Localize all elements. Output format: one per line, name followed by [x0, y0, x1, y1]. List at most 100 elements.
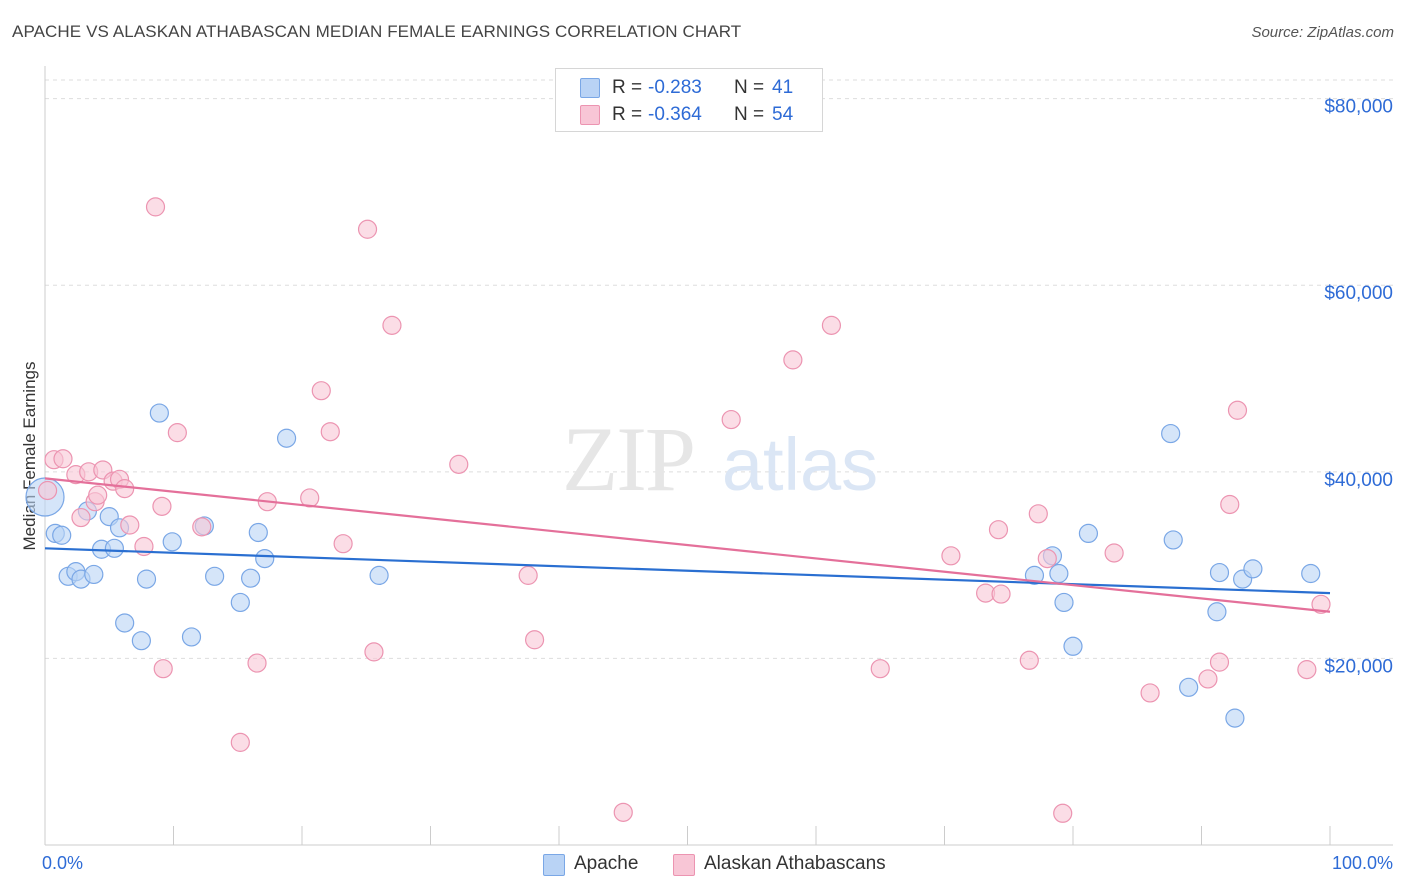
apache-point: [1209, 562, 1230, 583]
y-tick-label: $40,000: [1324, 470, 1393, 491]
apache-point: [136, 569, 157, 589]
legend-r-value: -0.283: [648, 77, 702, 98]
athabascan-point: [1220, 494, 1240, 515]
legend-r-label: R =: [612, 77, 643, 98]
athabascan-swatch: [580, 105, 600, 125]
athabascan-point: [382, 315, 402, 335]
athabascan-point: [1297, 660, 1317, 680]
apache-point: [230, 592, 250, 613]
athabascan-point: [941, 546, 961, 566]
apache-point: [115, 613, 135, 633]
legend-n-label: N =: [734, 104, 765, 125]
apache-point: [255, 548, 275, 569]
tick-labels: $20,000 $40,000 $60,000 $80,000 0.0% 100.0%: [42, 97, 1393, 873]
apache-point: [1161, 423, 1181, 444]
athabascan-point: [152, 496, 172, 516]
athabascan-point: [120, 515, 140, 535]
watermark-zip: ZIP: [562, 408, 694, 510]
athabascan-point: [1311, 594, 1331, 614]
athabascan-point: [449, 454, 469, 474]
athabascan-point: [821, 315, 842, 335]
apache-point: [369, 565, 389, 585]
apache-point: [181, 627, 202, 647]
x-tick-label: 100.0%: [1332, 853, 1393, 873]
athabascan-point: [1053, 803, 1073, 823]
athabascan-point: [192, 517, 212, 537]
athabascan-trend-line: [44, 477, 1331, 613]
athabascan-point: [311, 381, 331, 401]
athabascan-point: [870, 659, 890, 679]
apache-point: [84, 564, 104, 585]
apache-point: [1225, 708, 1245, 728]
axes: [44, 66, 1393, 846]
apache-legend-swatch: [543, 854, 565, 876]
apache-point: [1078, 523, 1099, 544]
athabascan-point: [1198, 669, 1218, 689]
legend-n-label: N =: [734, 77, 765, 98]
y-tick-label: $60,000: [1324, 283, 1393, 304]
legend-n-value: 41: [772, 77, 794, 98]
apache-point: [205, 566, 225, 586]
athabascan-point: [115, 479, 135, 499]
athabascan-point: [988, 520, 1009, 540]
athabascan-point: [71, 507, 91, 528]
athabascan-points: [37, 197, 1331, 823]
apache-point: [1163, 530, 1183, 550]
athabascan-point: [1037, 548, 1057, 569]
athabascan-point: [1140, 683, 1160, 703]
x-tick-label: 0.0%: [42, 853, 83, 873]
apache-points: [25, 403, 1321, 728]
y-tick-label: $80,000: [1324, 97, 1393, 118]
apache-point: [1243, 559, 1263, 579]
trend-lines: [44, 477, 1331, 613]
apache-swatch: [580, 78, 600, 98]
athabascan-point: [991, 584, 1011, 604]
athabascan-point: [88, 485, 108, 505]
apache-point: [1207, 602, 1227, 622]
athabascan-legend-label: Alaskan Athabascans: [704, 853, 886, 874]
athabascan-point: [1104, 543, 1124, 563]
athabascan-legend-swatch: [673, 854, 695, 876]
athabascan-point: [53, 449, 73, 469]
apache-point: [1049, 563, 1069, 584]
apache-point: [241, 568, 261, 588]
athabascan-point: [1227, 400, 1248, 420]
apache-point: [276, 428, 297, 448]
apache-point: [104, 538, 124, 558]
athabascan-point: [153, 659, 173, 679]
athabascan-point: [364, 642, 384, 662]
legend-r-value: -0.364: [648, 104, 702, 125]
athabascan-point: [247, 653, 267, 673]
watermark-atlas: atlas: [722, 423, 878, 506]
apache-point: [131, 631, 151, 651]
athabascan-point: [1209, 652, 1230, 672]
apache-point: [1179, 677, 1199, 697]
watermark: ZIP atlas: [562, 408, 878, 510]
athabascan-point: [300, 488, 320, 508]
athabascan-point: [320, 422, 340, 442]
athabascan-point: [37, 480, 58, 501]
apache-point: [1054, 592, 1074, 613]
apache-trend-line: [44, 547, 1331, 595]
chart-title: APACHE VS ALASKAN ATHABASCAN MEDIAN FEMA…: [12, 22, 742, 41]
apache-point: [1063, 636, 1083, 656]
athabascan-point: [145, 197, 166, 217]
athabascan-point: [524, 630, 545, 650]
athabascan-point: [1028, 504, 1048, 524]
athabascan-point: [518, 565, 538, 585]
apache-point: [248, 522, 268, 543]
athabascan-point: [357, 219, 378, 239]
athabascan-point: [230, 732, 250, 752]
legend-r-label: R =: [612, 104, 643, 125]
apache-point: [52, 525, 72, 545]
apache-point: [1301, 563, 1321, 584]
legend-n-value: 54: [772, 104, 794, 125]
apache-point: [162, 532, 182, 552]
apache-point: [149, 403, 169, 423]
athabascan-point: [783, 350, 803, 370]
athabascan-point: [721, 409, 741, 430]
athabascan-point: [1019, 650, 1039, 670]
athabascan-point: [613, 802, 633, 822]
chart-source: Source: ZipAtlas.com: [1251, 24, 1394, 41]
